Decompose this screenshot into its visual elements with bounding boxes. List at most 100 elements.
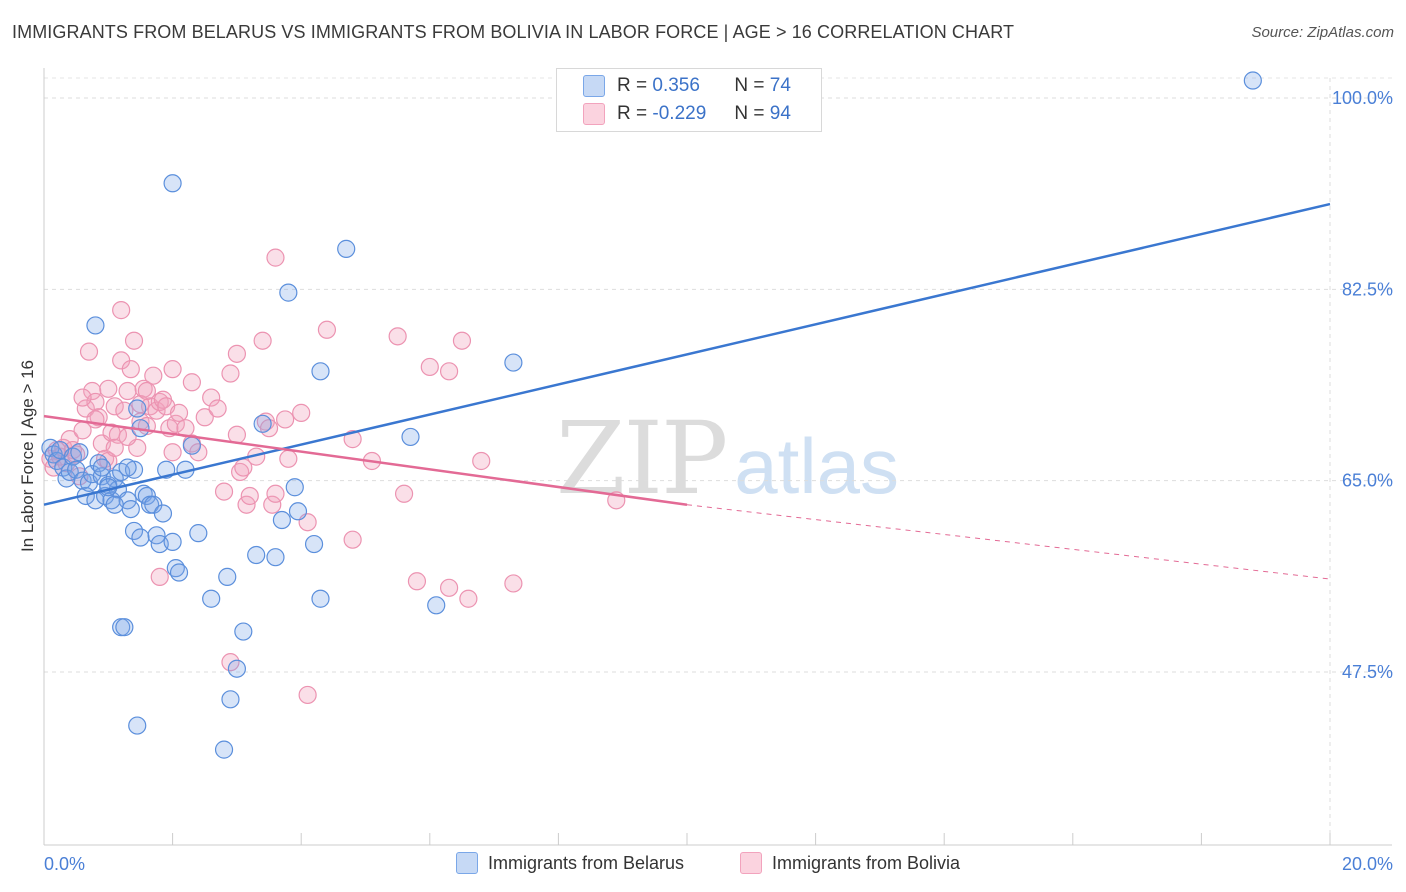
bolivia-point [452, 331, 472, 350]
bolivia-point [182, 373, 201, 392]
bolivia-point [208, 399, 227, 418]
bolivia-point [163, 443, 182, 462]
bolivia-point [214, 482, 234, 501]
belarus-point [311, 589, 330, 608]
legend-n-label: N = [734, 103, 765, 124]
trend-line-bolivia [43, 414, 688, 506]
belarus-point [504, 353, 523, 372]
bolivia-point [189, 443, 208, 462]
legend-r-label: R = [617, 75, 648, 96]
bolivia-point [459, 589, 478, 608]
belarus-point [118, 458, 137, 477]
belarus-point [189, 524, 208, 543]
y-tick-label: 100.0% [1332, 88, 1393, 108]
y-tick-label: 47.5% [1342, 662, 1393, 682]
bolivia-point [105, 438, 124, 457]
belarus-point [279, 283, 298, 302]
bolivia-point [86, 410, 105, 429]
bolivia-point [279, 449, 298, 468]
legend-swatch-bolivia [740, 852, 762, 874]
belarus-point [70, 443, 89, 462]
stats-legend: R = 0.356 N = 74 R = -0.229 N = 94 [556, 68, 822, 132]
trend-lines [43, 202, 1331, 580]
bolivia-point [439, 578, 459, 597]
legend-n-label: N = [734, 75, 765, 96]
x-tick-label: 0.0% [44, 854, 85, 874]
trend-line-belarus [43, 202, 1331, 506]
watermark-atlas: atlas [734, 422, 900, 510]
belarus-point [227, 659, 246, 678]
bolivia-point [166, 414, 185, 433]
bolivia-point [118, 381, 137, 401]
bolivia-point [263, 495, 282, 514]
belarus-point [304, 534, 324, 554]
legend-swatch-bolivia [583, 103, 605, 125]
bolivia-point [79, 342, 99, 361]
bolivia-point [221, 364, 240, 383]
belarus-point [401, 427, 420, 447]
belarus-point [427, 596, 446, 615]
bolivia-point [112, 301, 131, 320]
bolivia-point [137, 381, 156, 401]
belarus-point [115, 618, 134, 637]
bolivia-point [394, 484, 414, 503]
belarus-point [202, 589, 221, 608]
legend-n-value: 74 [769, 75, 791, 96]
belarus-point [163, 174, 182, 193]
bolivia-point [195, 408, 214, 427]
belarus-point [169, 563, 189, 582]
belarus-point [128, 716, 147, 735]
bolivia-point [388, 327, 407, 346]
belarus-point [92, 458, 111, 477]
bolivia-point [504, 574, 523, 593]
legend-r-value: 0.356 [652, 75, 700, 96]
belarus-point [337, 239, 356, 258]
bolivia-point [121, 360, 140, 379]
bolivia-point [73, 388, 92, 407]
bolivia-point [266, 484, 285, 503]
bolivia-point [472, 451, 491, 471]
belarus-point [105, 495, 124, 514]
bolivia-point [124, 331, 144, 350]
bolivia-point [202, 388, 221, 407]
bolivia-point [99, 379, 118, 398]
x-tick-label: 20.0% [1342, 854, 1393, 874]
belarus-point [182, 436, 201, 455]
series-bolivia-points [41, 248, 626, 705]
bolivia-point [144, 366, 163, 385]
bolivia-point [292, 403, 311, 422]
trend-line-bolivia-extension [686, 504, 1331, 580]
belarus-point [247, 545, 266, 565]
bolivia-point [253, 331, 272, 350]
belarus-point [163, 532, 182, 551]
legend-swatch-belarus [583, 75, 605, 97]
legend-row-bolivia: R = -0.229 N = 94 [583, 101, 791, 127]
bolivia-point [169, 403, 189, 422]
belarus-point [311, 362, 330, 381]
belarus-point [266, 548, 285, 567]
chart-title: IMMIGRANTS FROM BELARUS VS IMMIGRANTS FR… [12, 22, 1015, 42]
legend-r-label: R = [617, 103, 648, 124]
bolivia-point [298, 685, 317, 705]
belarus-point [131, 528, 150, 547]
axes [43, 68, 1392, 846]
belarus-point [272, 510, 292, 530]
bolivia-point [266, 248, 285, 267]
series-legend: Immigrants from Belarus Immigrants from … [0, 852, 1406, 878]
legend-n-value: 94 [769, 103, 791, 124]
belarus-point [221, 690, 240, 709]
bolivia-point [407, 572, 427, 591]
chart-source: Source: ZipAtlas.com [1251, 24, 1394, 41]
belarus-point [253, 414, 272, 433]
bolivia-point [420, 357, 439, 377]
belarus-point [214, 740, 234, 759]
bolivia-point [276, 410, 295, 429]
bolivia-point [317, 320, 337, 339]
belarus-point [288, 502, 308, 521]
belarus-point [128, 399, 147, 418]
bolivia-point [83, 381, 102, 401]
bolivia-point [134, 379, 153, 398]
legend-label-bolivia: Immigrants from Bolivia [772, 852, 961, 873]
belarus-point [86, 316, 105, 335]
